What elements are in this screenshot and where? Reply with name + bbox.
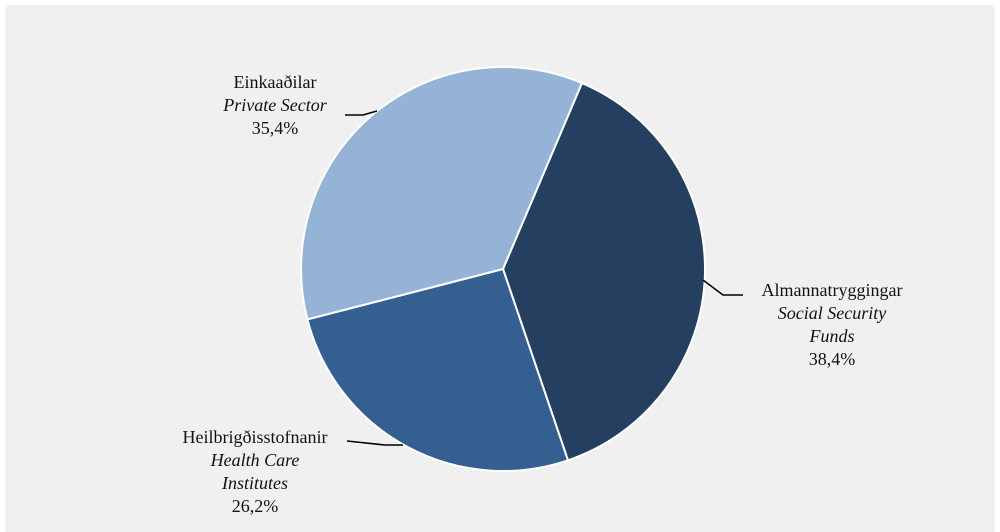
pie-slice-einkaadilar — [300, 66, 584, 321]
label-almannatryggingar-pct: 38,4% — [808, 349, 856, 369]
label-einkaadilar-pct: 35,4% — [251, 118, 299, 138]
pie-chart — [300, 66, 743, 472]
label-einkaadilar-is: Einkaaðilar — [233, 72, 317, 92]
pie-slices — [300, 66, 706, 472]
label-heilbrigdisstofnanir-pct: 26,2% — [231, 496, 279, 516]
label-almannatryggingar-en-2: Funds — [809, 326, 855, 346]
leader-line-heilbrigdisstofnanir — [346, 440, 403, 446]
leader-lines — [345, 110, 743, 446]
label-heilbrigdisstofnanir-en-2: Institutes — [222, 473, 288, 493]
label-almannatryggingar: Almannatryggingar Social Security Funds … — [732, 279, 932, 371]
label-almannatryggingar-en-1: Social Security — [777, 303, 887, 323]
leader-line-almannatryggingar — [702, 279, 743, 296]
pie-slice-almannatryggingar — [501, 81, 706, 462]
label-almannatryggingar-is: Almannatryggingar — [761, 280, 903, 300]
label-einkaadilar-en: Private Sector — [223, 95, 327, 115]
leader-line-einkaadilar — [345, 110, 378, 116]
pie-slice-heilbrigdisstofnanir — [306, 267, 570, 472]
label-heilbrigdisstofnanir-is: Heilbrigðisstofnanir — [182, 427, 328, 447]
label-heilbrigdisstofnanir-en-1: Health Care — [210, 450, 300, 470]
label-einkaadilar: Einkaaðilar Private Sector 35,4% — [205, 71, 345, 140]
label-heilbrigdisstofnanir: Heilbrigðisstofnanir Health Care Institu… — [160, 426, 350, 518]
chart-panel: Almannatryggingar Social Security Funds … — [5, 5, 995, 532]
